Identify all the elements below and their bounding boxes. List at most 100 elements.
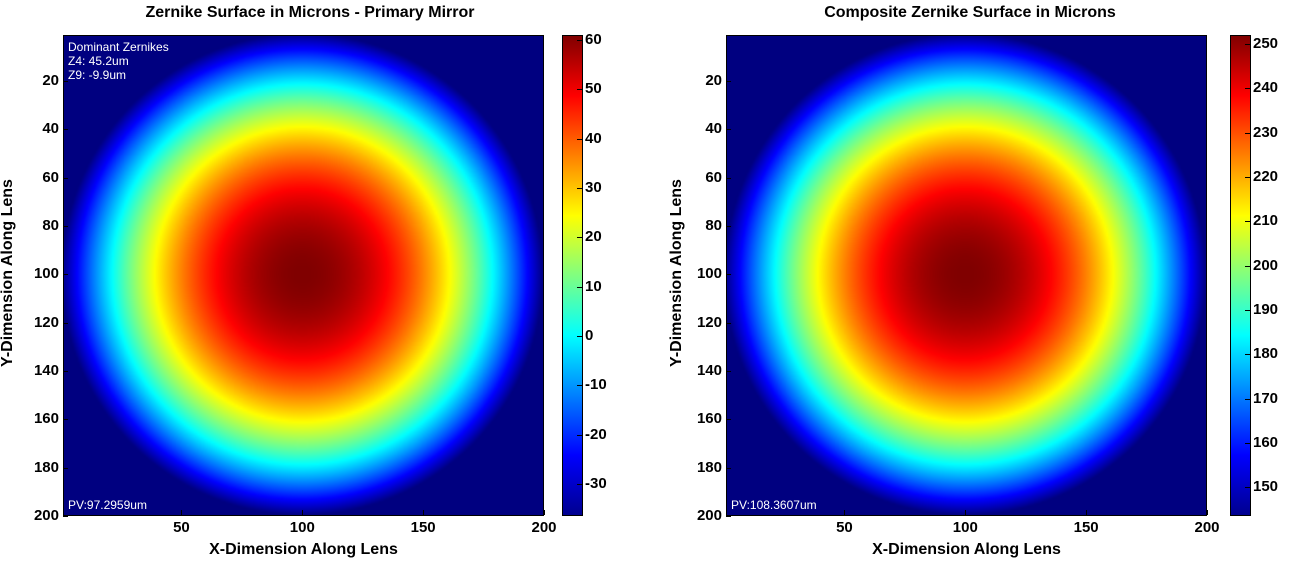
x-tick-label: 150 <box>1073 519 1099 536</box>
y-tick-mark <box>726 516 731 517</box>
x-tick-mark <box>181 510 183 515</box>
y-tick-mark <box>63 274 68 276</box>
colorbar-tick-label: 190 <box>1253 300 1279 318</box>
x-axis-label: X-Dimension Along Lens <box>872 541 1061 558</box>
colorbar-tick-mark <box>1245 265 1251 267</box>
colorbar-tick-label: 0 <box>585 326 594 344</box>
colorbar-tick-label: 10 <box>585 277 602 295</box>
y-tick-label: 20 <box>705 71 722 89</box>
y-tick-label: 80 <box>705 216 722 234</box>
surface-heatmap <box>64 36 543 515</box>
x-axis-label: X-Dimension Along Lens <box>209 541 398 558</box>
colorbar-tick-mark <box>1245 221 1251 223</box>
y-tick-mark <box>63 80 68 82</box>
y-tick-mark <box>726 419 731 421</box>
colorbar-tick-mark <box>577 335 583 337</box>
x-tick-mark <box>1086 510 1088 515</box>
colorbar-tick-label: 20 <box>585 228 602 246</box>
dominant-zernikes-annotation: Dominant Zernikes Z4: 45.2um Z9: -9.9um <box>68 40 169 82</box>
annotation-line: Dominant Zernikes <box>68 40 169 54</box>
x-tick-label: 100 <box>952 519 978 536</box>
plot-area: PV:108.3607um <box>726 35 1207 516</box>
x-tick-mark <box>302 510 304 515</box>
colorbar-tick-label: 240 <box>1253 79 1279 97</box>
colorbar-tick-mark <box>577 434 583 436</box>
colorbar-tick-label: 180 <box>1253 345 1279 363</box>
y-tick-mark <box>726 177 731 179</box>
y-tick-label: 80 <box>42 216 59 234</box>
y-tick-label: 120 <box>696 313 722 331</box>
y-axis-label: Y-Dimension Along Lens <box>0 179 16 367</box>
colorbar-tick-label: 160 <box>1253 433 1279 451</box>
colorbar-tick-label: 40 <box>585 129 602 147</box>
colorbar-tick-mark <box>577 39 583 41</box>
colorbar-tick-label: 230 <box>1253 123 1279 141</box>
colorbar-tick-label: 50 <box>585 80 602 98</box>
colorbar-tick-label: 170 <box>1253 389 1279 407</box>
y-tick-mark <box>63 322 68 324</box>
y-tick-mark <box>726 370 731 372</box>
x-tick-label: 200 <box>531 519 557 536</box>
colorbar-tick-mark <box>1245 398 1251 400</box>
colorbar-tick-label: 60 <box>585 30 602 48</box>
x-tick-label: 200 <box>1194 519 1220 536</box>
y-tick-mark <box>726 322 731 324</box>
colorbar-tick-mark <box>577 237 583 239</box>
pv-annotation: PV:108.3607um <box>731 498 817 512</box>
colorbar-tick-label: 220 <box>1253 167 1279 185</box>
colorbar-tick-label: -30 <box>585 474 607 492</box>
y-tick-label: 160 <box>696 410 722 428</box>
colorbar-tick-mark <box>1245 88 1251 90</box>
x-tick-label: 50 <box>173 519 190 536</box>
annotation-line: Z4: 45.2um <box>68 54 129 68</box>
y-tick-label: 160 <box>33 410 59 428</box>
colorbar <box>562 35 583 516</box>
colorbar-tick-mark <box>1245 442 1251 444</box>
y-tick-label: 200 <box>33 507 59 524</box>
y-tick-label: 140 <box>33 361 59 379</box>
y-tick-mark <box>726 467 731 469</box>
y-tick-mark <box>63 516 68 517</box>
chart-title: Composite Zernike Surface in Microns <box>824 4 1116 21</box>
y-tick-label: 60 <box>705 168 722 186</box>
colorbar-tick-mark <box>577 187 583 189</box>
y-tick-mark <box>63 467 68 469</box>
colorbar-tick-label: -20 <box>585 425 607 443</box>
x-tick-label: 150 <box>410 519 436 536</box>
colorbar-tick-mark <box>577 89 583 91</box>
y-tick-label: 100 <box>696 265 722 283</box>
y-tick-mark <box>726 225 731 227</box>
y-tick-label: 180 <box>696 458 722 476</box>
colorbar-tick-label: -10 <box>585 376 607 394</box>
y-tick-mark <box>63 225 68 227</box>
y-tick-label: 140 <box>696 361 722 379</box>
y-tick-label: 40 <box>42 120 59 138</box>
colorbar-tick-mark <box>577 286 583 288</box>
colorbar <box>1230 35 1251 516</box>
y-tick-label: 20 <box>42 71 59 89</box>
y-tick-mark <box>726 274 731 276</box>
y-tick-label: 60 <box>42 168 59 186</box>
y-tick-mark <box>726 80 731 82</box>
colorbar-tick-mark <box>1245 132 1251 134</box>
y-tick-label: 40 <box>705 120 722 138</box>
colorbar-tick-label: 250 <box>1253 34 1279 52</box>
x-tick-mark <box>544 510 545 515</box>
plot-area: Dominant Zernikes Z4: 45.2um Z9: -9.9um … <box>63 35 544 516</box>
x-tick-mark <box>423 510 425 515</box>
colorbar-tick-label: 210 <box>1253 212 1279 230</box>
colorbar-tick-mark <box>577 385 583 387</box>
y-tick-label: 120 <box>33 313 59 331</box>
y-tick-mark <box>63 419 68 421</box>
y-tick-mark <box>63 370 68 372</box>
y-tick-mark <box>63 129 68 131</box>
y-axis-label: Y-Dimension Along Lens <box>668 179 685 367</box>
y-tick-label: 180 <box>33 458 59 476</box>
y-tick-label: 200 <box>696 507 722 524</box>
surface-heatmap <box>727 36 1206 515</box>
chart-title: Zernike Surface in Microns - Primary Mir… <box>145 4 475 21</box>
colorbar-tick-mark <box>577 483 583 485</box>
colorbar-tick-mark <box>1245 176 1251 178</box>
colorbar-tick-mark <box>1245 309 1251 311</box>
x-tick-mark <box>965 510 967 515</box>
